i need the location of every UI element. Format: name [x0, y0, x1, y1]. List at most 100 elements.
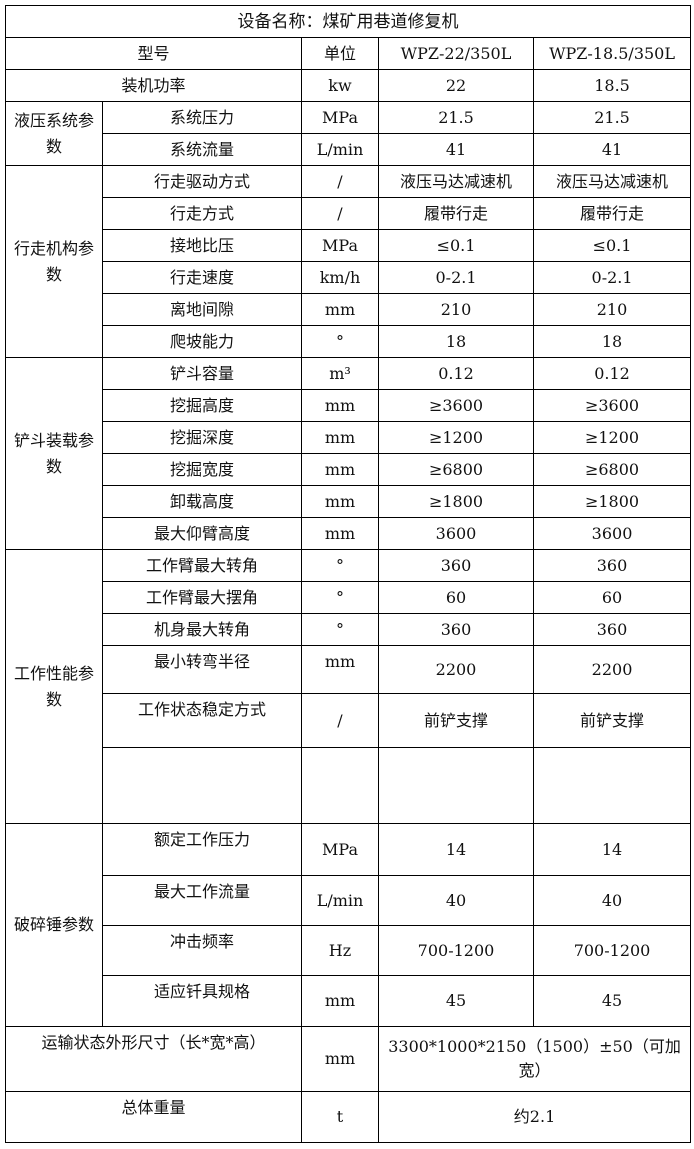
- param-label: 行走速度: [102, 261, 302, 294]
- param-value-2: 履带行走: [532, 197, 692, 230]
- param-value-2: 0.12: [532, 357, 692, 390]
- param-label: [102, 747, 302, 824]
- group-label: 工作性能参数: [5, 549, 103, 824]
- param-label: 行走驱动方式: [102, 165, 302, 198]
- param-label: 挖掘深度: [102, 421, 302, 454]
- param-label: 总体重量: [5, 1091, 302, 1143]
- param-unit: °: [301, 549, 379, 582]
- param-value: 3300*1000*2150（1500）±50（可加宽）: [377, 1026, 692, 1092]
- param-value-2: 700-1200: [532, 925, 692, 976]
- param-unit: km/h: [301, 261, 379, 294]
- param-value-2: 45: [532, 975, 692, 1027]
- table-row: 最大仰臂高度 mm 3600 3600: [6, 517, 692, 550]
- param-unit: mm: [301, 453, 379, 486]
- group-label: 破碎锤参数: [5, 823, 103, 1027]
- param-label: 铲斗容量: [102, 357, 302, 390]
- param-unit: mm: [301, 293, 379, 326]
- param-value-2: 0-2.1: [532, 261, 692, 294]
- param-unit: mm: [301, 517, 379, 550]
- table-row: 工作臂最大摆角 ° 60 60: [6, 581, 692, 614]
- table-row: 总体重量 t 约2.1: [5, 1091, 692, 1143]
- param-value-1: 40: [378, 875, 534, 926]
- header-unit: 单位: [301, 37, 379, 70]
- param-label: 最大仰臂高度: [102, 517, 302, 550]
- param-unit: /: [301, 693, 379, 748]
- table-row: 运输状态外形尺寸（长*宽*高） mm 3300*1000*2150（1500）±50…: [5, 1026, 692, 1092]
- param-value-2: ≥6800: [532, 453, 692, 486]
- param-unit: MPa: [301, 229, 379, 262]
- param-value-2: 41: [532, 133, 692, 166]
- param-value-1: 18: [378, 325, 534, 358]
- param-value-2: [532, 747, 692, 824]
- table-row: 行走速度 km/h 0-2.1 0-2.1: [6, 261, 692, 294]
- param-value-1: 210: [378, 293, 534, 326]
- param-label: 爬坡能力: [102, 325, 302, 358]
- param-unit: kw: [301, 69, 379, 102]
- param-value-1: ≥1800: [378, 485, 534, 518]
- param-unit: L/min: [301, 875, 379, 926]
- param-label: 最小转弯半径: [102, 645, 302, 694]
- param-value-2: ≤0.1: [532, 229, 692, 262]
- table-row: 最小转弯半径 mm 2200 2200: [6, 645, 692, 694]
- param-unit: mm: [301, 485, 379, 518]
- param-value-1: 21.5: [378, 101, 534, 134]
- table-row: 行走机构参数 行走驱动方式 / 液压马达减速机 液压马达减速机: [5, 165, 692, 358]
- param-label: 适应钎具规格: [102, 975, 302, 1027]
- param-label: 系统压力: [102, 101, 302, 134]
- param-value-1: 22: [378, 69, 534, 102]
- param-value-2: 前铲支撑: [532, 693, 692, 748]
- header-model: 型号: [5, 37, 302, 70]
- param-value-2: 60: [532, 581, 692, 614]
- param-value-1: 45: [378, 975, 534, 1027]
- param-value-1: 41: [378, 133, 534, 166]
- table-title: 设备名称：煤矿用巷道修复机: [4, 5, 692, 38]
- param-value-1: 前铲支撑: [378, 693, 534, 748]
- table-row: 适应钎具规格 mm 45 45: [6, 975, 692, 1027]
- param-value-2: 2200: [532, 645, 692, 694]
- param-unit: mm: [301, 645, 379, 694]
- table-row: 最大工作流量 L/min 40 40: [6, 875, 692, 926]
- param-value-1: ≤0.1: [378, 229, 534, 262]
- param-value-1: 0.12: [378, 357, 534, 390]
- group-label: 铲斗装载参数: [5, 357, 103, 550]
- param-value-1: 2200: [378, 645, 534, 694]
- param-unit: mm: [301, 389, 379, 422]
- param-value-2: ≥3600: [532, 389, 692, 422]
- table-row: 工作性能参数 工作臂最大转角 ° 360 360: [5, 549, 692, 824]
- param-value-1: ≥3600: [378, 389, 534, 422]
- param-unit: °: [301, 581, 379, 614]
- param-value-2: 18.5: [532, 69, 692, 102]
- param-unit: t: [301, 1091, 379, 1143]
- param-value-2: 14: [532, 823, 692, 876]
- param-label: 系统流量: [102, 133, 302, 166]
- param-unit: [301, 747, 379, 824]
- param-unit: MPa: [301, 823, 379, 876]
- param-unit: °: [301, 325, 379, 358]
- param-value-1: 60: [378, 581, 534, 614]
- table-row: [6, 747, 692, 824]
- param-value-1: ≥6800: [378, 453, 534, 486]
- table-row: 爬坡能力 ° 18 18: [6, 325, 692, 358]
- param-unit: L/min: [301, 133, 379, 166]
- table-row: 工作状态稳定方式 / 前铲支撑 前铲支撑: [6, 693, 692, 748]
- group-label: 行走机构参数: [5, 165, 103, 358]
- param-value-2: 21.5: [532, 101, 692, 134]
- param-unit: mm: [301, 1026, 379, 1092]
- param-unit: MPa: [301, 101, 379, 134]
- table-row: 卸载高度 mm ≥1800 ≥1800: [6, 485, 692, 518]
- param-unit: mm: [301, 421, 379, 454]
- param-label: 离地间隙: [102, 293, 302, 326]
- param-value-2: 210: [532, 293, 692, 326]
- param-unit: °: [301, 613, 379, 646]
- param-label: 行走方式: [102, 197, 302, 230]
- header-model-2: WPZ-18.5/350L: [532, 37, 692, 70]
- param-label: 工作状态稳定方式: [102, 693, 302, 748]
- param-value-2: 3600: [532, 517, 692, 550]
- param-value-1: ≥1200: [378, 421, 534, 454]
- table-row: 挖掘深度 mm ≥1200 ≥1200: [6, 421, 692, 454]
- table-row: 液压系统参数 系统压力 MPa 21.5 21.5: [5, 101, 692, 166]
- param-label: 接地比压: [102, 229, 302, 262]
- param-value-1: 3600: [378, 517, 534, 550]
- param-value-2: 液压马达减速机: [532, 165, 692, 198]
- table-row: 机身最大转角 ° 360 360: [6, 613, 692, 646]
